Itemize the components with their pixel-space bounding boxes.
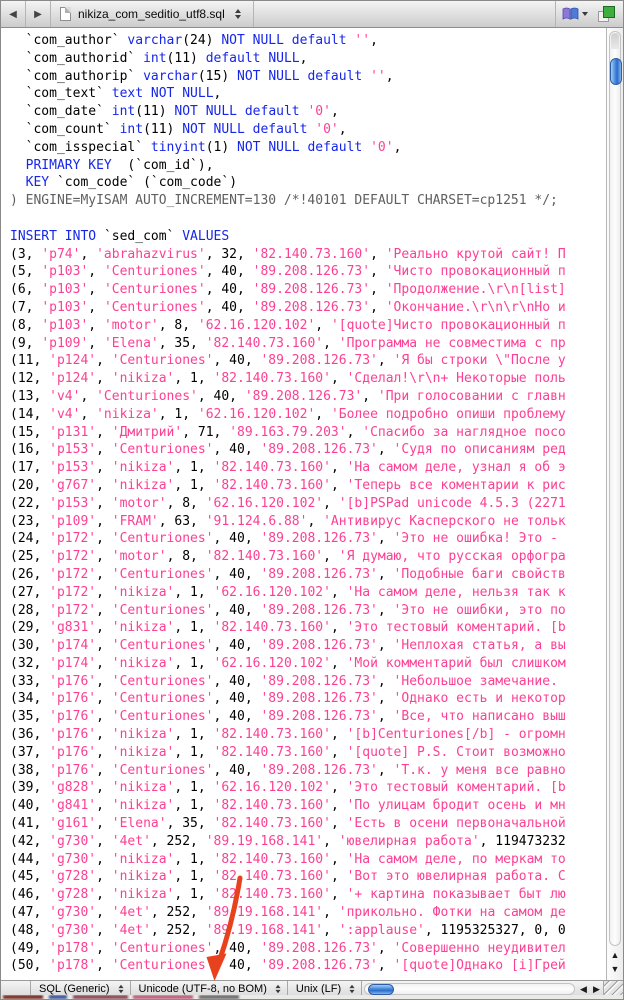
code-line: (36, 'p176', 'nikiza', 1, '82.140.73.160… xyxy=(10,727,566,743)
code-line: (48, 'g730', '4et', 252, '89.19.168.141'… xyxy=(10,922,566,938)
encoding-label: Unicode (UTF-8, no BOM) xyxy=(138,983,267,995)
code-line: (47, 'g730', '4et', 252, '89.19.168.141'… xyxy=(10,905,566,921)
code-line: `com_isspecial` tinyint(1) NOT NULL defa… xyxy=(25,139,402,155)
status-blank-segment xyxy=(1,981,31,997)
status-bar: SQL (Generic) Unicode (UTF-8, no BOM) Un… xyxy=(1,980,623,997)
code-line: `com_date` int(11) NOT NULL default '0', xyxy=(25,104,339,120)
code-lines: `com_author` varchar(24) NOT NULL defaul… xyxy=(1,28,608,975)
code-line: (15, 'p131', 'Дмитрий', 71, '89.163.79.2… xyxy=(10,424,566,440)
code-line: (44, 'g730', 'nikiza', 1, '82.140.73.160… xyxy=(10,851,566,867)
split-documents-button[interactable] xyxy=(598,6,615,22)
code-line: (24, 'p172', 'Centuriones', 40, '89.208.… xyxy=(10,531,558,547)
code-line: (8, 'p103', 'motor', 8, '62.16.120.102',… xyxy=(10,317,566,333)
code-line: (39, 'g828', 'nikiza', 1, '62.16.120.102… xyxy=(10,780,566,796)
document-icon xyxy=(60,7,71,21)
code-line: KEY `com_code` (`com_code`) xyxy=(25,175,238,191)
code-line: (42, 'g730', '4et', 252, '89.19.168.141'… xyxy=(10,833,566,849)
scroll-left-icon: ◀ xyxy=(580,983,587,994)
code-line: PRIMARY KEY (`com_id`), xyxy=(25,157,214,173)
code-line: (33, 'p176', 'Centuriones', 40, '89.208.… xyxy=(10,673,566,689)
code-line: (32, 'p174', 'nikiza', 1, '62.16.120.102… xyxy=(10,655,566,671)
code-line: (5, 'p103', 'Centuriones', 40, '89.208.1… xyxy=(10,264,566,280)
code-line: (25, 'p172', 'motor', 8, '82.140.73.160'… xyxy=(10,549,566,565)
scroll-track-cap xyxy=(611,33,619,49)
code-line: (27, 'p172', 'nikiza', 1, '62.16.120.102… xyxy=(10,584,566,600)
code-line: (7, 'p103', 'Centuriones', 40, '89.208.1… xyxy=(10,299,566,315)
code-line: (30, 'p174', 'Centuriones', 40, '89.208.… xyxy=(10,638,566,654)
code-line xyxy=(10,210,608,228)
code-line: ) ENGINE=MyISAM AUTO_INCREMENT=130 /*!40… xyxy=(10,193,558,209)
chevron-down-icon xyxy=(582,12,588,16)
code-line: (20, 'g767', 'nikiza', 1, '82.140.73.160… xyxy=(10,477,566,493)
code-line: (12, 'p124', 'nikiza', 1, '82.140.73.160… xyxy=(10,371,566,387)
back-button[interactable]: ◀ xyxy=(1,1,26,27)
front-document-icon xyxy=(603,6,615,18)
code-line: (38, 'p176', 'Centuriones', 40, '89.208.… xyxy=(10,762,566,778)
language-label: SQL (Generic) xyxy=(39,983,110,995)
code-line: (26, 'p172', 'Centuriones', 40, '89.208.… xyxy=(10,566,566,582)
code-line: (29, 'g831', 'nikiza', 1, '82.140.73.160… xyxy=(10,620,566,636)
document-popup-stepper-icon[interactable] xyxy=(234,9,241,19)
code-line: (16, 'p153', 'Centuriones', 40, '89.208.… xyxy=(10,442,566,458)
code-line: (14, 'v4', 'nikiza', 1, '62.16.120.102',… xyxy=(10,406,566,422)
popup-stepper-icon xyxy=(275,984,281,994)
code-line: (49, 'p178', 'Centuriones', 40, '89.208.… xyxy=(10,940,566,956)
code-line: (17, 'p153', 'nikiza', 1, '82.140.73.160… xyxy=(10,460,566,476)
forward-icon: ▶ xyxy=(34,8,42,20)
code-line: (9, 'p109', 'Elena', 35, '82.140.73.160'… xyxy=(10,335,566,351)
scroll-right-icon: ▶ xyxy=(593,983,600,994)
code-line: (45, 'g728', 'nikiza', 1, '82.140.73.160… xyxy=(10,869,566,885)
line-endings-label: Unix (LF) xyxy=(295,983,342,995)
code-line: `com_count` int(11) NOT NULL default '0'… xyxy=(25,121,347,137)
popup-stepper-icon xyxy=(349,984,355,994)
forward-button[interactable]: ▶ xyxy=(26,1,51,27)
toolbar-divider xyxy=(252,1,254,27)
code-line: `com_authorid` int(11) default NULL, xyxy=(25,50,308,66)
vertical-scroll-thumb[interactable] xyxy=(610,58,622,85)
scroll-down-button[interactable]: ▼ xyxy=(607,963,623,976)
code-line: `com_text` text NOT NULL, xyxy=(25,86,222,102)
back-icon: ◀ xyxy=(9,8,17,20)
code-line: (41, 'g161', 'Elena', 35, '82.140.73.160… xyxy=(10,816,566,832)
code-line: INSERT INTO `sed_com` VALUES xyxy=(10,228,230,244)
scroll-up-button[interactable]: ▲ xyxy=(607,949,623,962)
encoding-popup[interactable]: Unicode (UTF-8, no BOM) xyxy=(131,981,288,997)
horizontal-scroll-thumb[interactable] xyxy=(368,984,395,995)
text-editor-area[interactable]: `com_author` varchar(24) NOT NULL defaul… xyxy=(1,28,608,980)
line-endings-popup[interactable]: Unix (LF) xyxy=(288,981,363,997)
code-line: (28, 'p172', 'Centuriones', 40, '89.208.… xyxy=(10,602,566,618)
code-line: (23, 'p109', 'FRAM', 63, '91.124.6.88', … xyxy=(10,513,566,529)
code-line: (11, 'p124', 'Centuriones', 40, '89.208.… xyxy=(10,353,566,369)
scroll-left-button[interactable]: ◀ xyxy=(577,981,590,997)
popup-stepper-icon xyxy=(117,984,124,994)
code-line: (40, 'g841', 'nikiza', 1, '82.140.73.160… xyxy=(10,798,566,814)
resize-grip[interactable] xyxy=(603,981,623,997)
horizontal-scrollbar[interactable] xyxy=(362,981,577,997)
vertical-scrollbar[interactable]: ▲ ▼ xyxy=(606,28,623,980)
code-line: (22, 'p153', 'motor', 8, '62.16.120.102'… xyxy=(10,495,566,511)
vertical-scroll-track[interactable] xyxy=(609,31,622,946)
open-book-icon xyxy=(562,7,579,20)
document-bar: ◀ ▶ nikiza_com_seditio_utf8.sql xyxy=(1,1,623,28)
code-line: (34, 'p176', 'Centuriones', 40, '89.208.… xyxy=(10,691,566,707)
horizontal-scroll-track[interactable] xyxy=(364,983,575,995)
code-line: (35, 'p176', 'Centuriones', 40, '89.208.… xyxy=(10,709,566,725)
code-line: `com_authorip` varchar(15) NOT NULL defa… xyxy=(25,68,394,84)
scroll-down-icon: ▼ xyxy=(610,964,620,974)
code-line: (3, 'p74', 'abrahazvirus', 32, '82.140.7… xyxy=(10,246,566,262)
scroll-up-icon: ▲ xyxy=(610,950,620,960)
language-popup[interactable]: SQL (Generic) xyxy=(31,981,131,997)
code-line: (50, 'p178', 'Centuriones', 40, '89.208.… xyxy=(10,958,566,974)
code-line: (13, 'v4', 'Centuriones', 40, '89.208.12… xyxy=(10,388,566,404)
background-window-sliver xyxy=(1,995,623,999)
document-title: nikiza_com_seditio_utf8.sql xyxy=(78,7,225,21)
code-line: `com_author` varchar(24) NOT NULL defaul… xyxy=(25,33,378,48)
sidebar-book-button[interactable] xyxy=(555,1,594,27)
code-line: (6, 'p103', 'Centuriones', 40, '89.208.1… xyxy=(10,282,566,298)
code-line: (37, 'p176', 'nikiza', 1, '82.140.73.160… xyxy=(10,744,566,760)
code-line: (46, 'g728', 'nikiza', 1, '82.140.73.160… xyxy=(10,887,566,903)
scroll-right-button[interactable]: ▶ xyxy=(590,981,603,997)
